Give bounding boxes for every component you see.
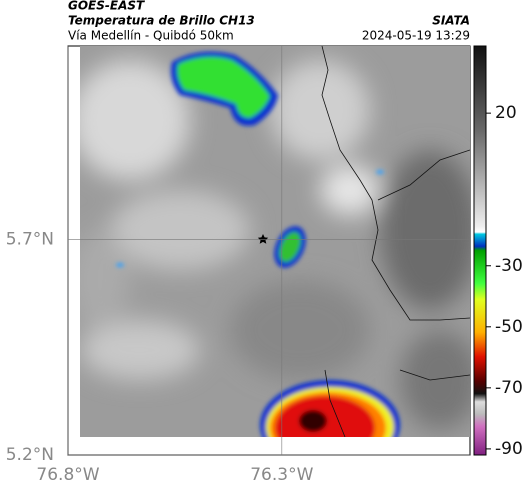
x-tick-label: 76.3°W xyxy=(250,465,313,485)
credit: SIATA xyxy=(432,14,470,28)
colorbar-tick-label: -50 xyxy=(495,317,523,337)
satellite-image xyxy=(80,46,470,437)
city-marker xyxy=(257,234,269,244)
colorbar-tick-label: -70 xyxy=(495,378,523,398)
colorbar-tick-label: -90 xyxy=(495,439,523,459)
y-tick-label: 5.2°N xyxy=(6,445,54,465)
colorbar xyxy=(473,45,487,456)
colorbar-tick-label: 20 xyxy=(495,103,517,123)
x-tick-label: 76.8°W xyxy=(36,465,99,485)
title: Temperatura de Brillo CH13 xyxy=(68,14,255,28)
y-tick-label: 5.7°N xyxy=(6,230,54,250)
timestamp: 2024-05-19 13:29 xyxy=(362,29,470,43)
subtitle: Vía Medellín - Quibdó 50km xyxy=(68,29,234,43)
source: GOES-EAST xyxy=(68,0,145,13)
colorbar-tick-label: -30 xyxy=(495,256,523,276)
